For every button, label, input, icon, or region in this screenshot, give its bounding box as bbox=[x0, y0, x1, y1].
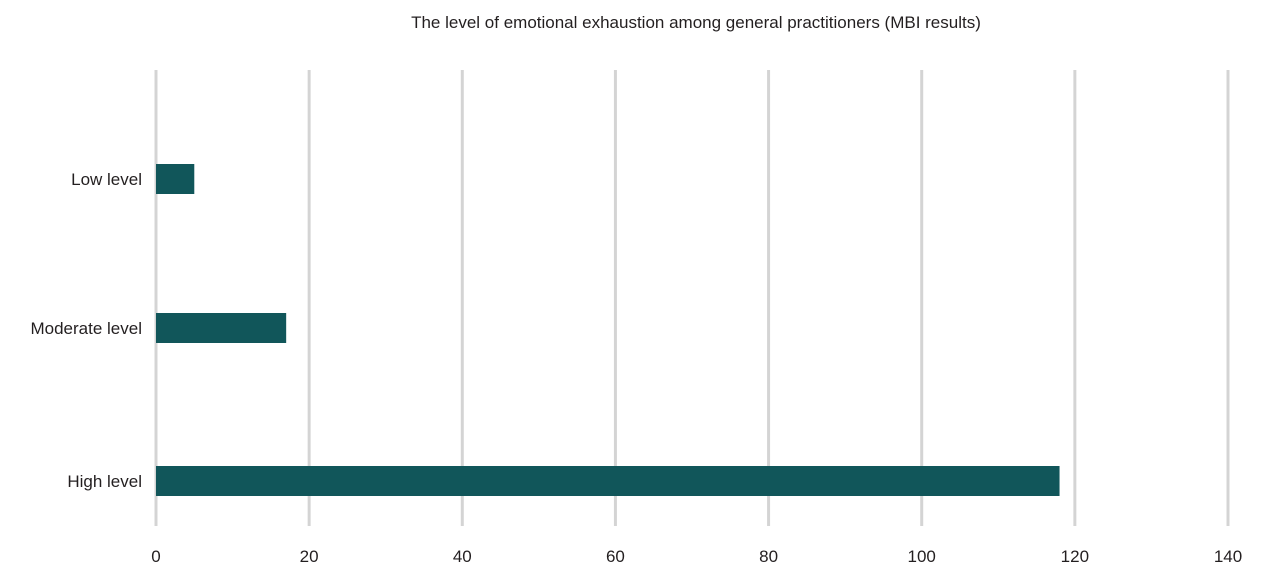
bars bbox=[156, 164, 1060, 496]
x-tick-label: 20 bbox=[300, 547, 319, 566]
x-tick-label: 60 bbox=[606, 547, 625, 566]
gridlines bbox=[154, 70, 1230, 526]
x-tick-label: 0 bbox=[151, 547, 160, 566]
x-tick-label: 80 bbox=[759, 547, 778, 566]
chart-title: The level of emotional exhaustion among … bbox=[411, 13, 981, 32]
x-tick-label: 120 bbox=[1061, 547, 1089, 566]
bar-high-level bbox=[156, 466, 1060, 496]
x-tick-label: 40 bbox=[453, 547, 472, 566]
x-tick-label: 100 bbox=[908, 547, 936, 566]
bar-moderate-level bbox=[156, 313, 287, 343]
category-label: High level bbox=[67, 472, 142, 491]
x-tick-label: 140 bbox=[1214, 547, 1242, 566]
category-labels: Low level Moderate level High level bbox=[30, 170, 142, 491]
x-tick-labels: 0 20 40 60 80 100 120 140 bbox=[151, 547, 1242, 566]
bar-low-level bbox=[156, 164, 195, 194]
category-label: Moderate level bbox=[30, 319, 142, 338]
category-label: Low level bbox=[71, 170, 142, 189]
